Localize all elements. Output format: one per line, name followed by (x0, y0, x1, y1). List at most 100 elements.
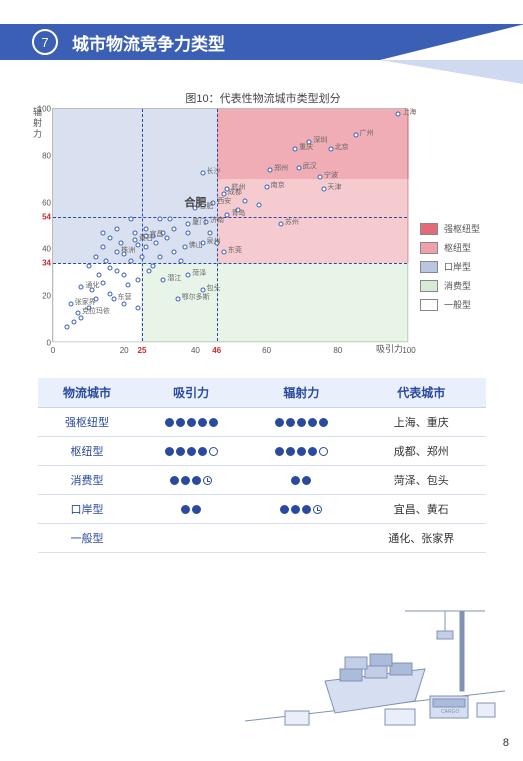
data-point (93, 254, 98, 259)
rating-dot (170, 476, 179, 485)
data-point-杭州 (225, 186, 230, 191)
data-point (136, 278, 141, 283)
table-row: 一般型通化、张家界 (38, 524, 486, 553)
table-row: 口岸型 宜昌、黄石 (38, 495, 486, 524)
data-point-label: 泉州 (207, 236, 221, 246)
data-point-label: 西安 (217, 196, 231, 206)
rating-dot (291, 476, 300, 485)
legend-swatch (420, 242, 438, 254)
data-point-label: 北京 (335, 142, 349, 152)
data-point (164, 236, 169, 241)
data-point (186, 231, 191, 236)
data-point (129, 217, 134, 222)
table-cell-type: 枢纽型 (38, 437, 136, 466)
data-point-通化 (79, 285, 84, 290)
data-point (136, 306, 141, 311)
table-cell-radiate (246, 524, 356, 553)
table-cell-attract (136, 495, 246, 524)
table-header: 代表城市 (356, 378, 486, 408)
data-point-东莞 (221, 250, 226, 255)
summary-table: 物流城市吸引力辐射力代表城市 强枢纽型上海、重庆枢纽型成都、郑州消费型菏泽、包头… (38, 378, 486, 553)
data-point-label: 佛山 (189, 240, 203, 250)
page-number: 8 (503, 737, 509, 749)
data-point-青岛 (225, 212, 230, 217)
x-axis-label: 吸引力 (376, 342, 403, 355)
table-cell-type: 一般型 (38, 524, 136, 553)
data-point-label: 深圳 (313, 135, 327, 145)
legend-item: 口岸型 (420, 260, 496, 273)
rating-dot (209, 418, 218, 427)
data-point-长沙 (200, 170, 205, 175)
x-tick: 0 (51, 346, 55, 355)
table-cell-attract (136, 524, 246, 553)
table-row: 枢纽型 成都、郑州 (38, 437, 486, 466)
table-cell-type: 强枢纽型 (38, 408, 136, 437)
rating-dot (286, 447, 295, 456)
data-point-菏泽 (186, 273, 191, 278)
data-point (100, 231, 105, 236)
data-point (97, 273, 102, 278)
table-cell-cities: 宜昌、黄石 (356, 495, 486, 524)
legend-label: 强枢纽型 (444, 222, 480, 235)
header-band: 7 城市物流竞争力类型 (0, 24, 380, 60)
data-point (100, 245, 105, 250)
table-cell-cities: 菏泽、包头 (356, 466, 486, 495)
data-point (132, 231, 137, 236)
y-tick: 100 (33, 105, 51, 114)
legend-item: 消费型 (420, 279, 496, 292)
rating-dot (280, 505, 289, 514)
data-point (104, 259, 109, 264)
data-point-鄂尔多斯 (175, 296, 180, 301)
legend-swatch (420, 261, 438, 273)
data-point-宁波 (318, 175, 323, 180)
data-point-佛山 (182, 245, 187, 250)
rating-dot (165, 447, 174, 456)
data-point (143, 245, 148, 250)
table-cell-cities: 成都、郑州 (356, 437, 486, 466)
rating-dot (291, 505, 300, 514)
legend-label: 口岸型 (444, 260, 471, 273)
rating-dot (203, 476, 212, 485)
data-point-天津 (321, 186, 326, 191)
data-point-label: 潜江 (167, 273, 181, 283)
rating-dot (192, 505, 201, 514)
data-point (86, 264, 91, 269)
data-point-label: 东莞 (228, 245, 242, 255)
rating-dot (313, 505, 322, 514)
svg-text:CARGO: CARGO (441, 709, 459, 715)
rating-dot (297, 447, 306, 456)
chart-title: 图10：代表性物流城市类型划分 (28, 90, 498, 106)
data-point (125, 282, 130, 287)
chart-legend: 强枢纽型枢纽型口岸型消费型一般型 (420, 222, 496, 317)
y-tick: 80 (33, 151, 51, 160)
header-triangle-light (380, 60, 523, 84)
rating-dot (187, 447, 196, 456)
data-point-label: 东营 (118, 292, 132, 302)
table-cell-attract (136, 437, 246, 466)
data-point (143, 226, 148, 231)
port-illustration: CARGO (245, 591, 505, 751)
y-tick-highlight: 34 (33, 259, 51, 268)
data-point-label: 通化 (85, 280, 99, 290)
rating-dot (198, 447, 207, 456)
legend-item: 枢纽型 (420, 241, 496, 254)
chart-region-消费型 (142, 263, 409, 343)
x-tick: 100 (402, 346, 415, 355)
data-point-label: 鄂尔多斯 (182, 292, 210, 302)
data-point-label: 青岛 (231, 208, 245, 218)
x-tick: 40 (191, 346, 200, 355)
chart-annotation: 合肥 (184, 194, 206, 210)
x-tick-highlight: 25 (138, 346, 147, 355)
data-point-label: 重庆 (299, 142, 313, 152)
data-point-广州 (353, 133, 358, 138)
table-cell-type: 口岸型 (38, 495, 136, 524)
data-point-label: 天津 (328, 182, 342, 192)
y-tick: 20 (33, 292, 51, 301)
legend-swatch (420, 223, 438, 235)
rating-dot (275, 418, 284, 427)
data-point (100, 280, 105, 285)
scatter-chart: 图10：代表性物流城市类型划分 辐射力 吸引力 0204060801003454… (28, 90, 498, 360)
data-point (65, 324, 70, 329)
data-point (168, 217, 173, 222)
table-header: 吸引力 (136, 378, 246, 408)
